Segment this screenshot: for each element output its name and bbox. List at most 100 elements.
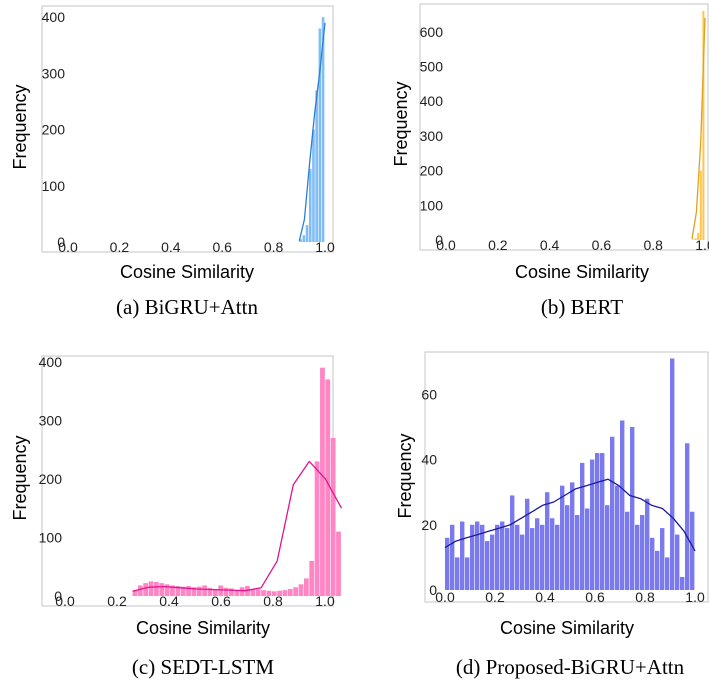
x-tick-label: 0.2	[110, 239, 130, 255]
histogram-bar	[665, 557, 670, 590]
histogram-bar	[640, 515, 645, 590]
plot-frame	[424, 351, 709, 603]
x-tick-label: 0.6	[585, 589, 605, 605]
x-tick-label: 0.0	[55, 593, 75, 609]
histogram-bar	[186, 586, 191, 596]
x-tick-label: 0.6	[592, 237, 612, 253]
y-tick-label: 400	[42, 9, 66, 25]
ylabel-d: Frequency	[395, 433, 415, 518]
histogram-bar	[490, 534, 495, 590]
panel-c-sedt-lstm: (c) SEDT-LSTM Cosine Similarity Frequenc…	[10, 354, 343, 679]
histogram-bar	[500, 521, 505, 590]
x-tick-label: 0.6	[212, 239, 232, 255]
histogram-bar	[635, 524, 640, 590]
histogram-bar	[303, 578, 309, 596]
histogram-bar	[685, 443, 690, 590]
histogram-bar	[610, 436, 615, 590]
x-tick-label: 0.8	[264, 239, 284, 255]
x-tick-label: 0.2	[485, 589, 505, 605]
histogram-bar	[293, 587, 299, 596]
histogram-bar	[282, 590, 288, 596]
histogram-bar	[645, 498, 650, 590]
histogram-bar	[309, 560, 315, 596]
histogram-bar	[660, 528, 665, 590]
histogram-bar	[525, 498, 530, 590]
x-tick-label: 1.0	[315, 239, 335, 255]
histogram-bar	[575, 515, 580, 590]
histogram-bar	[298, 584, 304, 596]
xlabel-a: Cosine Similarity	[120, 262, 254, 282]
histogram-bar	[697, 233, 700, 240]
histogram-bar	[702, 10, 705, 240]
histogram-bar	[239, 587, 245, 596]
x-tick-label: 0.4	[535, 589, 555, 605]
panel-a-bigru-attn: (a) BiGRU+Attn Cosine Similarity Frequen…	[10, 5, 335, 319]
kde-curve	[298, 22, 326, 242]
histogram-bar	[325, 379, 331, 596]
histogram-bar	[170, 585, 175, 596]
x-tick-label: 0.2	[107, 593, 127, 609]
histogram-bar	[277, 590, 282, 596]
y-tick-label: 60	[421, 386, 437, 402]
plot-frame	[41, 5, 334, 253]
histogram-bar	[137, 585, 143, 596]
histogram-bar	[318, 28, 322, 242]
histogram-bar	[287, 588, 293, 596]
histogram-bar	[191, 587, 197, 596]
histogram-bar	[470, 524, 475, 590]
histogram-bar	[261, 590, 266, 596]
histogram-bar	[207, 587, 213, 596]
ylabel-b: Frequency	[391, 81, 411, 166]
x-tick-label: 0.0	[436, 237, 456, 253]
y-tick-label: 300	[42, 65, 66, 81]
x-tick-label: 0.4	[159, 593, 179, 609]
x-tick-label: 0.6	[211, 593, 231, 609]
histogram-bar	[312, 129, 315, 242]
histogram-bar	[320, 367, 325, 596]
histogram-bar	[234, 590, 240, 596]
histogram-bar	[620, 420, 625, 590]
x-tick-label: 0.2	[488, 237, 508, 253]
histogram-bar	[314, 461, 320, 596]
histogram-bar	[485, 541, 490, 590]
histogram-bar	[675, 534, 680, 590]
histogram-bar	[132, 590, 138, 596]
histogram-bar	[159, 583, 165, 596]
histogram-bar	[595, 453, 600, 590]
histogram-bar	[655, 550, 660, 590]
x-tick-label: 0.4	[540, 237, 560, 253]
histogram-bar	[255, 589, 261, 596]
xlabel-d: Cosine Similarity	[500, 618, 634, 638]
histogram-bar	[218, 585, 224, 596]
y-tick-label: 200	[42, 122, 66, 138]
y-tick-label: 300	[420, 128, 444, 144]
histogram-bar	[585, 508, 590, 590]
y-tick-label: 40	[421, 452, 437, 468]
histogram-bar	[590, 459, 595, 590]
y-tick-label: 500	[420, 58, 444, 74]
histogram-bar	[465, 557, 470, 590]
kde-curve	[132, 460, 343, 592]
histogram-bar	[299, 239, 302, 242]
histogram-bar	[580, 462, 585, 590]
histogram-bar	[692, 239, 695, 240]
histogram-bar	[180, 586, 186, 596]
y-tick-label: 300	[39, 412, 63, 428]
xlabel-b: Cosine Similarity	[515, 262, 649, 282]
histogram-bar	[650, 537, 655, 590]
plot-frame	[41, 355, 334, 607]
panel-d-proposed-bigru-attn: (d) Proposed-BiGRU+Attn Cosine Similarit…	[395, 351, 709, 679]
histogram-bar	[164, 584, 170, 596]
histogram-bar	[605, 505, 610, 590]
x-tick-label: 0.8	[263, 593, 283, 609]
histogram-bar	[202, 585, 207, 596]
y-tick-label: 600	[420, 24, 444, 40]
histogram-bar	[250, 588, 256, 596]
panel-b-bert: (b) BERT Cosine Similarity Frequency 0.0…	[391, 3, 709, 319]
kde-curve	[691, 17, 706, 240]
y-tick-label: 0	[429, 582, 437, 598]
histogram-bar	[515, 524, 520, 590]
y-tick-label: 200	[39, 471, 63, 487]
histogram-bar	[245, 586, 250, 596]
